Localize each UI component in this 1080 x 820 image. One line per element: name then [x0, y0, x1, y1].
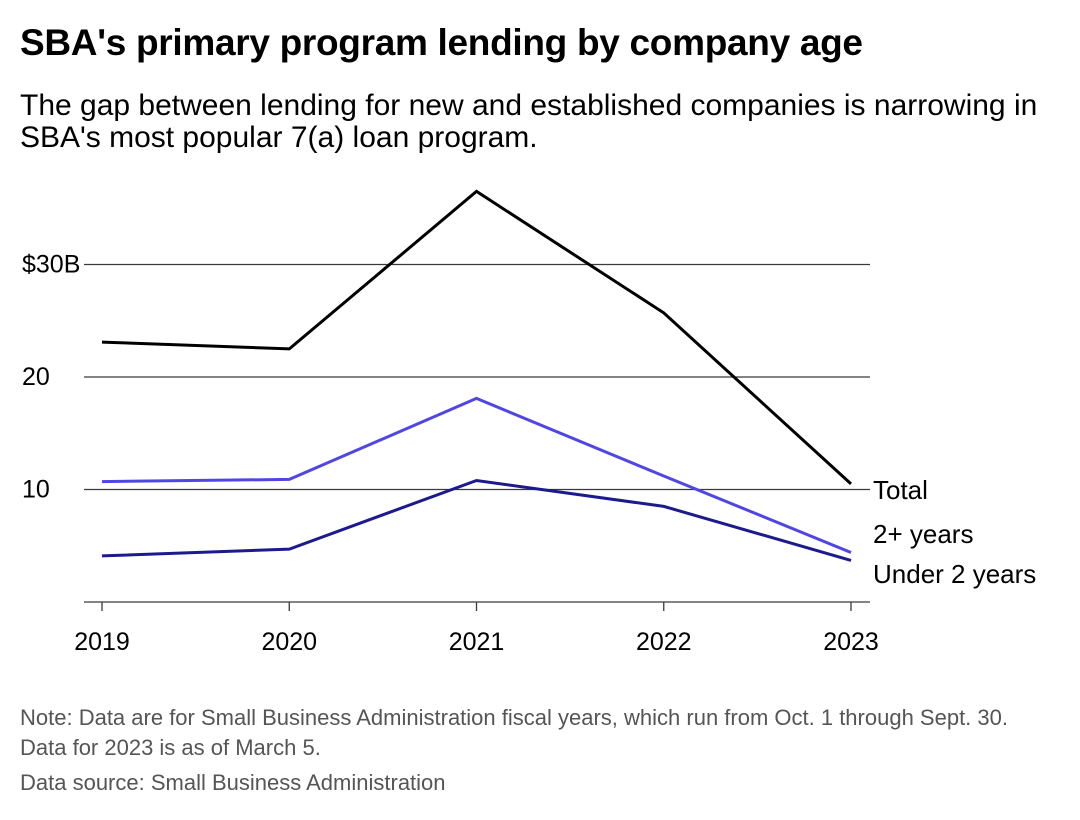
- chart-title: SBA's primary program lending by company…: [20, 22, 863, 63]
- x-tick-label: 2022: [636, 628, 692, 656]
- x-axis: 2019 2020 2021 2022 2023: [74, 601, 879, 656]
- y-tick-label: 10: [22, 476, 50, 504]
- series-label: Under 2 years: [873, 559, 1036, 589]
- x-tick-label: 2020: [261, 628, 317, 656]
- series-line-total: [101, 189, 853, 486]
- series-line-2-years: [101, 396, 852, 554]
- x-tick-label: 2021: [449, 628, 505, 656]
- series-lines: [101, 189, 853, 562]
- chart-note: Note: Data are for Small Business Admini…: [20, 705, 1008, 760]
- x-tick-label: 2019: [74, 628, 130, 656]
- gridlines: 10 20 $30B: [22, 251, 870, 504]
- x-tick-label: 2023: [823, 628, 879, 656]
- series-line-under-2-years: [101, 478, 852, 562]
- series-label: 2+ years: [873, 519, 973, 549]
- y-tick-label: $30B: [22, 251, 80, 279]
- series-labels: Total 2+ years Under 2 years: [873, 475, 1036, 589]
- data-source: Data source: Small Business Administrati…: [20, 770, 446, 795]
- series-label: Total: [873, 475, 928, 505]
- line-chart: 10 20 $30B 2019 2020 2021 2022 2023 Total 2+ ye…: [22, 189, 1036, 656]
- chart-subtitle: The gap between lending for new and esta…: [20, 89, 1038, 154]
- y-tick-label: 20: [22, 363, 50, 391]
